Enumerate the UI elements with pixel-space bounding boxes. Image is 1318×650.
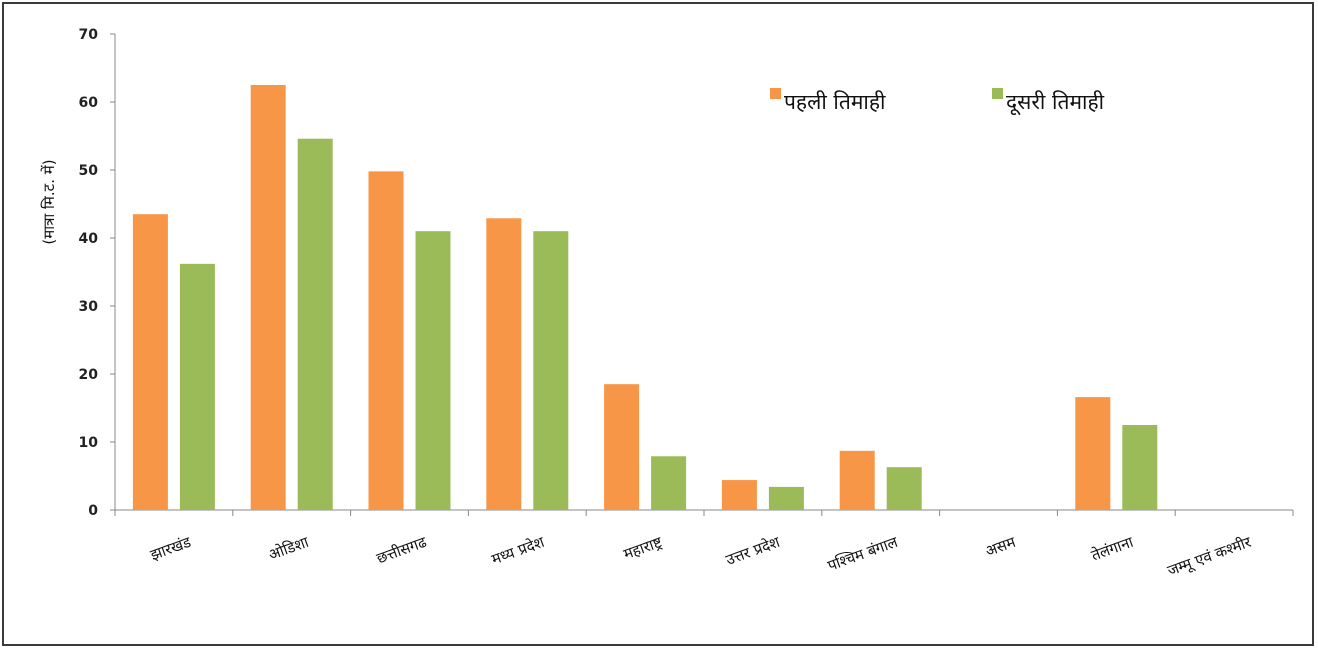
bar-q1: [1075, 397, 1111, 510]
bar-q1: [839, 450, 875, 510]
legend-swatch: [770, 88, 781, 99]
bar-q2: [1122, 425, 1158, 510]
x-category-label: झारखंड: [148, 533, 194, 564]
y-tick-label: 0: [88, 503, 98, 519]
y-tick-label: 70: [79, 27, 99, 43]
bar-q2: [886, 467, 922, 510]
y-tick-label: 60: [79, 95, 99, 111]
bar-q2: [179, 263, 215, 510]
y-tick-label: 50: [79, 163, 99, 179]
bar-q1: [721, 480, 757, 510]
legend-label: दूसरी तिमाही: [1006, 90, 1105, 116]
x-category-label: उत्तर प्रदेश: [723, 533, 783, 569]
bar-q2: [768, 486, 804, 510]
x-category-label: पश्चिम बंगाल: [825, 533, 901, 575]
y-tick-label: 10: [79, 435, 99, 451]
x-category-label: ओडिशा: [266, 532, 312, 563]
x-category-label: मध्य प्रदेश: [489, 533, 547, 569]
legend: पहली तिमाही दूसरी तिमाही: [770, 88, 1105, 116]
y-tick-label: 20: [79, 367, 99, 383]
bar-q2: [297, 138, 333, 510]
legend-label: पहली तिमाही: [784, 90, 886, 114]
bar-q1: [486, 218, 522, 510]
bar-q2: [651, 456, 687, 510]
bar-q2: [533, 231, 569, 510]
bar-q1: [250, 85, 286, 510]
y-tick-label: 40: [79, 231, 99, 247]
legend-swatch: [992, 88, 1003, 99]
bar-q1: [132, 214, 168, 510]
x-category-label: असम: [983, 532, 1019, 560]
x-category-label: तेलंगाना: [1089, 532, 1137, 564]
bar-q2: [415, 231, 451, 510]
x-category-label: जम्मू एवं कश्मीर: [1165, 533, 1255, 581]
bar-q1: [604, 384, 640, 510]
x-category-label: महाराष्ट्र: [621, 533, 665, 564]
x-category-label: छत्तीसगढ: [374, 533, 429, 568]
y-axis-title: (मात्रा मि.ट. में): [40, 159, 58, 244]
bar-q1: [368, 171, 404, 511]
y-tick-label: 30: [79, 299, 99, 315]
plot-area: 0 10 20 30 40 50 60 70 झारखंड ओडिशा छत्तीसगढ मध्य प…: [79, 27, 1294, 581]
